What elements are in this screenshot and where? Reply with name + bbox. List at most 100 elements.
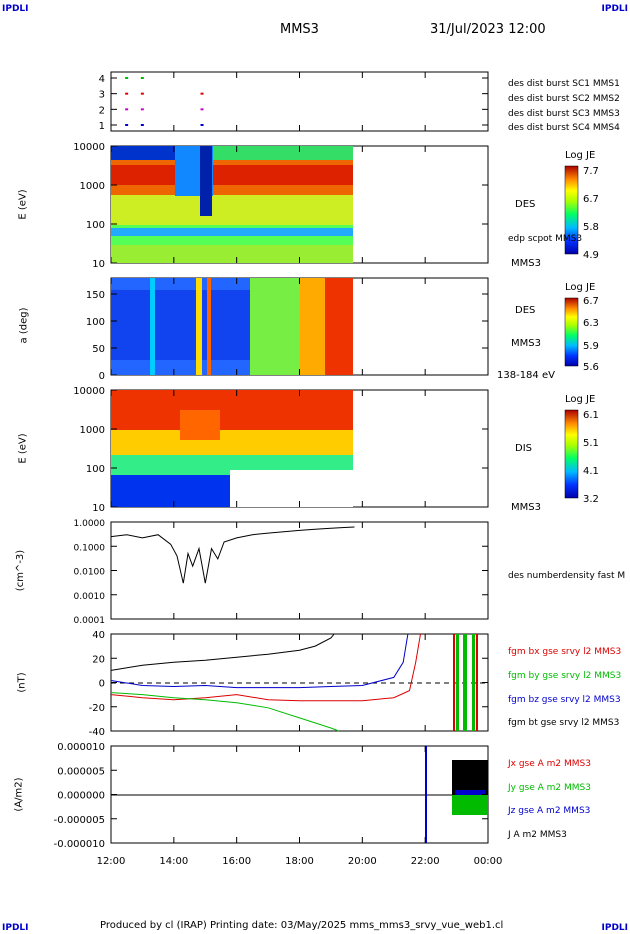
colorbar3-tick-1: 6.1: [583, 410, 599, 421]
legend-bz: fgm bz gse srvy l2 MMS3: [508, 695, 621, 705]
legend-jz: Jz gse A m2 MMS3: [508, 806, 591, 816]
bfield-line-bt: [110, 633, 335, 671]
ytick-label: 0.000005: [57, 766, 105, 777]
ytick-label: 3: [99, 90, 105, 101]
colorbar3-title: Log JE: [565, 394, 596, 405]
ytick-label: 50: [92, 344, 105, 355]
bfield-line-by: [110, 692, 339, 732]
bfield-line-bx: [110, 633, 421, 702]
xtick-label: 00:00: [474, 856, 503, 867]
ylabel-des-energy: E (eV): [17, 189, 29, 220]
legend-burst-sc1: des dist burst SC1 MMS1: [508, 79, 620, 89]
panel-density-frame: [110, 521, 489, 620]
xtick-label: 18:00: [285, 856, 314, 867]
ytick-label: -40: [89, 727, 105, 738]
side-label-des-energy: DES: [515, 199, 536, 210]
corner-label-bottom-left: IPDLI: [2, 923, 29, 933]
ytick-label: -0.000010: [54, 839, 105, 850]
burst-marker: [140, 124, 144, 126]
density-line: [110, 526, 355, 584]
ytick-label: 100: [86, 220, 105, 231]
date-title: 31/Jul/2023 12:00: [430, 22, 546, 37]
legend-bx: fgm bx gse srvy l2 MMS3: [508, 647, 622, 657]
xtick-label: 22:00: [411, 856, 440, 867]
des-pitch-spectrogram: [111, 278, 353, 375]
xtick-label: 20:00: [348, 856, 377, 867]
ytick-label: 40: [92, 630, 105, 641]
ytick-label: 10000: [73, 142, 105, 153]
colorbar2-tick-2: 6.3: [583, 318, 599, 329]
colorbar1-title: Log JE: [565, 150, 596, 161]
bottom-label-des-energy: MMS3: [511, 258, 541, 269]
legend-jx: Jx gse A m2 MMS3: [508, 759, 591, 769]
bottom-label-des-pitch: 138-184 eV: [497, 370, 555, 381]
ytick-label: 150: [86, 290, 105, 301]
colorbar2-tick-3: 5.9: [583, 341, 599, 352]
bfield-spikes: [453, 634, 478, 731]
ylabel-density: (cm^-3): [15, 549, 27, 592]
colorbar1-tick-1: 7.7: [583, 166, 599, 177]
colorbar1-tick-2: 6.7: [583, 194, 599, 205]
ytick-label: 0.0010: [74, 592, 106, 602]
side-label-scpot: edp scpot MMS3: [508, 234, 583, 244]
ytick-label: 4: [99, 74, 105, 85]
legend-density: des numberdensity fast M: [508, 571, 626, 581]
xtick-label: 14:00: [159, 856, 188, 867]
mission-title: MMS3: [280, 22, 319, 37]
colorbar-des-energy: [564, 165, 579, 255]
bfield-line-bz: [110, 633, 409, 689]
legend-burst-sc3: des dist burst SC3 MMS3: [508, 109, 620, 119]
ytick-label: 0.1000: [74, 543, 106, 553]
ytick-label: 0.0100: [74, 568, 106, 578]
legend-j: J A m2 MMS3: [508, 830, 567, 840]
ytick-label: -0.000005: [54, 815, 105, 826]
ylabel-des-pitch: a (deg): [18, 307, 30, 344]
ylabel-current: (A/m2): [13, 777, 25, 812]
colorbar2-tick-1: 6.7: [583, 296, 599, 307]
burst-marker: [125, 77, 129, 79]
legend-bt: fgm bt gse srvy l2 MMS3: [508, 718, 620, 728]
ytick-label: 1: [99, 121, 105, 132]
colorbar1-tick-4: 4.9: [583, 250, 599, 261]
ytick-label: 10000: [73, 386, 105, 397]
ytick-label: 10: [92, 259, 105, 270]
xtick-label: 12:00: [97, 856, 126, 867]
ytick-label: 10: [92, 503, 105, 514]
corner-label-top-left: IPDLI: [2, 4, 29, 14]
legend-burst-sc2: des dist burst SC2 MMS2: [508, 94, 620, 104]
xtick-label: 16:00: [222, 856, 251, 867]
ytick-label: 100: [86, 317, 105, 328]
colorbar2-title: Log JE: [565, 282, 596, 293]
ylabel-dis-energy: E (eV): [17, 433, 29, 464]
ytick-label: 0.000000: [57, 791, 105, 802]
ylabel-bfield: (nT): [16, 672, 28, 693]
ytick-label: 20: [92, 654, 105, 665]
ytick-label: 1000: [80, 181, 105, 192]
burst-marker: [140, 108, 144, 111]
current-bursts: [425, 746, 488, 843]
legend-burst-sc4: des dist burst SC4 MMS4: [508, 123, 620, 133]
des-energy-spectrogram: [111, 146, 353, 263]
ytick-label: 0: [99, 371, 105, 382]
burst-marker: [140, 77, 144, 79]
ytick-label: 2: [99, 105, 105, 116]
burst-marker: [140, 92, 144, 95]
colorbar3-tick-2: 5.1: [583, 438, 599, 449]
burst-marker: [125, 92, 129, 95]
colorbar-des-pitch: [564, 297, 579, 367]
colorbar3-tick-3: 4.1: [583, 466, 599, 477]
burst-marker: [125, 124, 129, 126]
burst-marker: [200, 92, 204, 95]
panel-burst-frame: [110, 71, 489, 132]
ytick-label: 0.0001: [74, 616, 106, 626]
side-label-dis-energy: DIS: [515, 443, 532, 454]
ytick-label: 0.000010: [57, 742, 105, 753]
legend-jy: Jy gse A m2 MMS3: [508, 783, 591, 793]
burst-marker: [200, 124, 204, 126]
colorbar1-tick-3: 5.8: [583, 222, 599, 233]
ytick-label: 100: [86, 464, 105, 475]
colorbar3-tick-4: 3.2: [583, 494, 599, 505]
colorbar-dis-energy: [564, 409, 579, 499]
ytick-label: 0: [99, 679, 105, 690]
